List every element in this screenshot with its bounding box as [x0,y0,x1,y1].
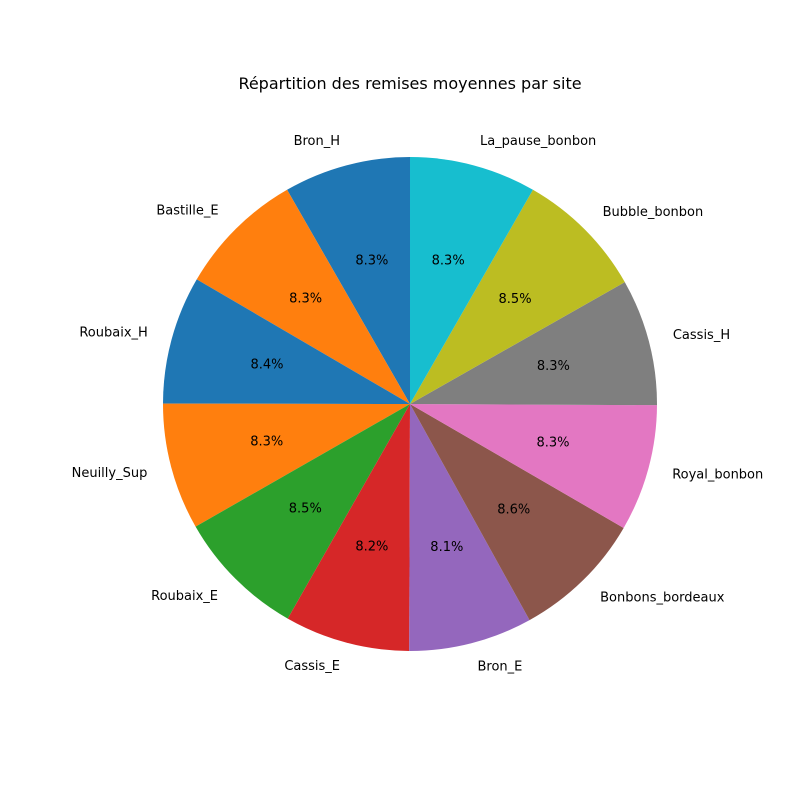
pie-slice-cassis-h [410,282,657,406]
pie-slice-roubaix-h [163,279,410,404]
pie-slice-la-pause-bonbon [410,157,533,404]
pie-slice-bron-h [287,157,410,404]
slice-percent-label-roubaix-e: 8.5% [289,501,322,516]
slice-label-bron-h: Bron_H [294,134,340,149]
pie-slice-bastille-e [196,189,410,404]
slice-label-roubaix-e: Roubaix_E [151,589,218,604]
pie-percent-labels: 8.3% 8.3% 8.4% 8.3% 8.5% 8.2% 8.1% 8.6% 8.3% 8.3%… [250,253,570,555]
pie-category-labels: Bron_H Bastille_E Roubaix_H Neuilly_Sup Roub… [72,134,764,675]
slice-label-bubble-bonbon: Bubble_bonbon [603,205,704,220]
slice-label-bron-e: Bron_E [478,660,523,675]
slice-label-neuilly-sup: Neuilly_Sup [72,466,148,481]
slice-percent-label-roubaix-h: 8.4% [250,358,283,373]
slice-percent-label-cassis-h: 8.3% [537,359,570,374]
slice-label-bonbons-bordeaux: Bonbons_bordeaux [600,591,725,606]
slice-percent-label-neuilly-sup: 8.3% [250,434,283,449]
slice-label-roubaix-h: Roubaix_H [79,325,147,340]
pie-slice-cassis-e [287,404,410,651]
pie-slice-bron-e [409,404,530,651]
slice-label-royal-bonbon: Royal_bonbon [672,468,763,483]
slice-label-cassis-e: Cassis_E [284,659,340,674]
slice-percent-label-cassis-e: 8.2% [355,540,388,555]
slice-label-la-pause-bonbon: La_pause_bonbon [480,134,596,149]
slice-percent-label-bron-e: 8.1% [430,540,463,555]
pie-slice-bubble-bonbon [410,189,625,404]
slice-label-cassis-h: Cassis_H [673,328,730,343]
slice-percent-label-bastille-e: 8.3% [289,291,322,306]
pie-slice-royal-bonbon [410,404,657,528]
slice-percent-label-la-pause-bonbon: 8.3% [432,253,465,268]
pie-slice-bonbons-bordeaux [410,404,624,621]
slice-percent-label-bron-h: 8.3% [355,253,388,268]
slice-percent-label-royal-bonbon: 8.3% [537,435,570,450]
pie-slices [162,157,657,651]
pie-slice-neuilly-sup [162,403,410,527]
slice-percent-label-bubble-bonbon: 8.5% [499,292,532,307]
slice-percent-label-bonbons-bordeaux: 8.6% [497,502,530,517]
chart-title: Répartition des remises moyennes par sit… [238,74,581,93]
pie-slice-roubaix-e [195,404,410,619]
slice-label-bastille-e: Bastille_E [156,204,218,219]
